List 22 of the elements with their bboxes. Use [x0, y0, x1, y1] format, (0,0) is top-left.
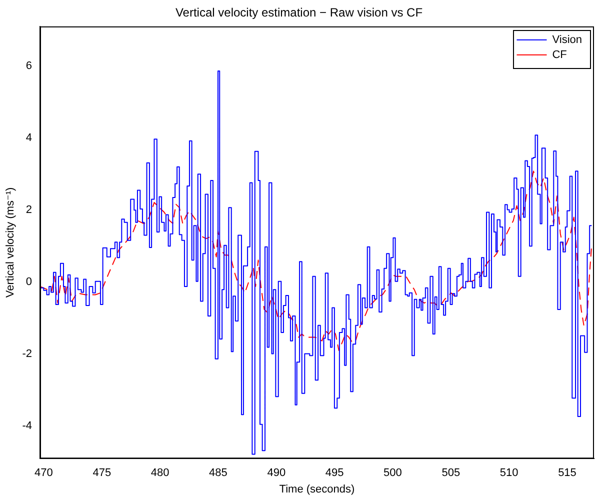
x-tick-label: 510 [500, 467, 518, 480]
y-tick-label: 6 [26, 60, 32, 72]
legend-label: CF [552, 48, 568, 61]
y-tick-label: -4 [22, 420, 32, 432]
x-tick-label: 505 [442, 467, 460, 480]
legend-label: Vision [552, 34, 582, 46]
x-tick-label: 500 [384, 467, 402, 480]
x-tick-label: 470 [34, 467, 53, 480]
x-tick-label: 495 [325, 467, 344, 480]
x-tick-label: 475 [92, 467, 112, 480]
x-tick-label: 485 [209, 467, 228, 480]
y-axis-title: Vertical velocity (ms⁻¹) [4, 187, 17, 298]
y-tick-label: 0 [26, 276, 32, 288]
y-tick-label: 4 [26, 132, 32, 144]
line-series [40, 170, 592, 352]
x-tick-label: 490 [267, 467, 286, 480]
y-tick-label: -2 [22, 348, 32, 360]
x-tick-label: 480 [150, 467, 170, 480]
x-tick-label: 515 [558, 467, 576, 480]
y-tick-label: 2 [26, 204, 32, 216]
chart-title: Vertical velocity estimation − Raw vision vs CF [175, 6, 423, 20]
x-axis-title: Time (seconds) [279, 483, 355, 496]
